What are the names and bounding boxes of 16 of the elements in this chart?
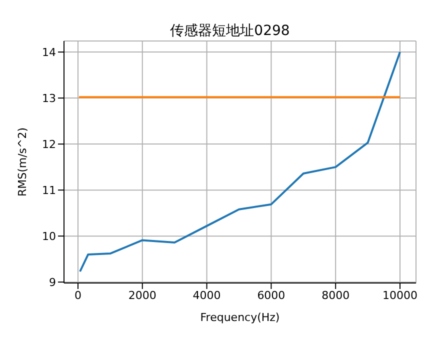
x-tick-label: 4000 [192, 288, 221, 302]
x-tick-label: 8000 [322, 288, 350, 302]
y-tick-label: 10 [42, 230, 56, 243]
y-tick-label: 9 [49, 276, 56, 289]
x-axis-title: Frequency(Hz) [200, 311, 280, 324]
y-tick-label: 11 [42, 184, 56, 197]
y-axis-title: RMS(m/s^2) [16, 127, 29, 197]
x-tick-label: 10000 [382, 288, 418, 302]
x-tick-label: 0 [74, 288, 82, 302]
x-tick-label: 2000 [128, 288, 156, 302]
y-tick-label: 13 [42, 92, 56, 105]
y-tick-label: 12 [42, 138, 56, 151]
chart-title: 传感器短地址0298 [169, 22, 291, 40]
y-tick-label: 14 [42, 46, 56, 59]
line-series [79, 51, 401, 272]
x-tick-label: 6000 [257, 288, 286, 302]
